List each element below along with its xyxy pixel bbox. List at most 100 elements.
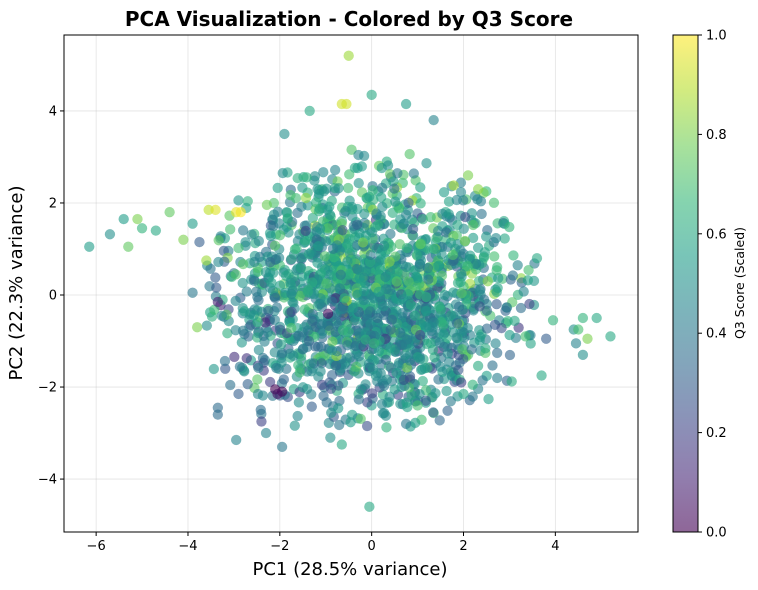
scatter-point bbox=[434, 415, 445, 426]
scatter-point bbox=[333, 183, 344, 194]
scatter-point bbox=[452, 277, 464, 289]
scatter-point bbox=[433, 301, 445, 312]
scatter-point bbox=[376, 162, 387, 174]
colorbar-tick-label: 0.4 bbox=[706, 327, 727, 342]
scatter-point bbox=[303, 335, 315, 347]
scatter-point bbox=[230, 434, 242, 446]
scatter-point bbox=[269, 314, 280, 326]
colorbar bbox=[673, 35, 698, 532]
x-tick-label: −6 bbox=[87, 539, 106, 554]
scatter-point bbox=[286, 322, 297, 334]
scatter-point bbox=[285, 189, 296, 201]
scatter-point bbox=[421, 157, 432, 169]
scatter-point bbox=[605, 331, 616, 342]
scatter-point bbox=[136, 223, 148, 234]
scatter-point bbox=[455, 186, 467, 198]
scatter-point bbox=[472, 194, 483, 205]
scatter-point bbox=[344, 233, 355, 245]
scatter-point bbox=[420, 291, 432, 303]
scatter-point bbox=[329, 164, 341, 176]
scatter-point bbox=[491, 372, 503, 384]
scatter-point bbox=[276, 441, 288, 453]
scatter-point bbox=[344, 352, 356, 363]
scatter-point bbox=[372, 312, 383, 324]
scatter-point bbox=[422, 263, 434, 274]
scatter-point bbox=[460, 211, 471, 223]
scatter-point bbox=[233, 388, 244, 400]
scatter-point bbox=[213, 234, 224, 246]
scatter-point bbox=[504, 349, 516, 361]
colorbar-frame bbox=[672, 34, 699, 533]
scatter-point bbox=[84, 241, 95, 252]
scatter-point bbox=[230, 269, 242, 280]
colorbar-tick-label: 0.6 bbox=[706, 227, 727, 242]
scatter-point bbox=[333, 419, 345, 431]
scatter-point bbox=[251, 286, 262, 297]
chart-title: PCA Visualization - Colored by Q3 Score bbox=[125, 7, 573, 31]
scatter-point bbox=[412, 400, 423, 411]
scatter-point bbox=[438, 341, 450, 353]
scatter-point bbox=[257, 390, 269, 401]
scatter-point bbox=[272, 182, 283, 194]
scatter-point bbox=[342, 339, 353, 351]
scatter-point bbox=[400, 261, 412, 273]
scatter-point bbox=[212, 296, 224, 308]
scatter-point bbox=[365, 319, 376, 330]
x-axis-ticks: −6 −4 −2 0 2 4 bbox=[87, 532, 559, 554]
scatter-point bbox=[408, 168, 420, 179]
y-tick-label: 4 bbox=[49, 104, 57, 119]
scatter-point bbox=[275, 339, 287, 350]
scatter-point bbox=[491, 286, 502, 298]
scatter-point bbox=[332, 403, 344, 414]
scatter-point bbox=[252, 374, 263, 385]
scatter-point bbox=[451, 318, 463, 329]
scatter-point bbox=[315, 366, 326, 377]
scatter-point bbox=[205, 263, 216, 275]
scatter-point bbox=[331, 345, 343, 357]
scatter-point bbox=[233, 242, 244, 254]
scatter-point bbox=[445, 396, 457, 407]
scatter-point bbox=[337, 224, 348, 236]
scatter-point bbox=[398, 374, 410, 386]
scatter-point bbox=[491, 298, 502, 310]
scatter-point bbox=[295, 262, 306, 274]
scatter-point bbox=[507, 270, 519, 281]
scatter-point bbox=[391, 367, 402, 379]
scatter-point bbox=[570, 338, 582, 349]
scatter-point bbox=[306, 389, 317, 400]
scatter-point bbox=[474, 301, 485, 312]
scatter-point bbox=[504, 329, 515, 341]
scatter-point bbox=[376, 182, 388, 194]
scatter-point bbox=[364, 306, 376, 317]
scatter-point bbox=[274, 280, 286, 291]
scatter-point bbox=[373, 286, 385, 298]
scatter-point bbox=[345, 416, 356, 428]
scatter-point bbox=[483, 393, 494, 405]
scatter-point bbox=[241, 353, 252, 364]
scatter-point bbox=[365, 249, 376, 261]
scatter-point bbox=[368, 338, 380, 349]
scatter-point bbox=[336, 439, 348, 450]
scatter-point bbox=[269, 240, 281, 251]
y-tick-label: −2 bbox=[38, 381, 57, 396]
scatter-point bbox=[423, 274, 434, 285]
scatter-point bbox=[347, 302, 359, 314]
scatter-point bbox=[302, 286, 314, 298]
scatter-point bbox=[191, 321, 203, 333]
scatter-point bbox=[319, 251, 331, 262]
x-tick-label: −4 bbox=[178, 539, 197, 554]
scatter-point bbox=[490, 232, 502, 244]
scatter-point bbox=[239, 306, 250, 317]
data-points bbox=[84, 50, 616, 512]
scatter-point bbox=[488, 251, 500, 262]
scatter-point bbox=[342, 182, 354, 194]
colorbar-ticks: 0.0 0.2 0.4 0.6 0.8 1.0 bbox=[698, 29, 727, 541]
scatter-point bbox=[573, 324, 584, 335]
scatter-point bbox=[201, 255, 212, 266]
scatter-point bbox=[264, 376, 276, 388]
scatter-point bbox=[384, 391, 395, 402]
scatter-point bbox=[224, 224, 236, 235]
scatter-point bbox=[212, 402, 224, 413]
scatter-point bbox=[474, 331, 486, 343]
scatter-point bbox=[384, 256, 395, 267]
